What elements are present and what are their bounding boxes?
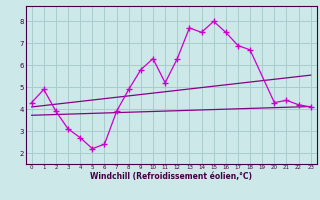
X-axis label: Windchill (Refroidissement éolien,°C): Windchill (Refroidissement éolien,°C): [90, 172, 252, 181]
